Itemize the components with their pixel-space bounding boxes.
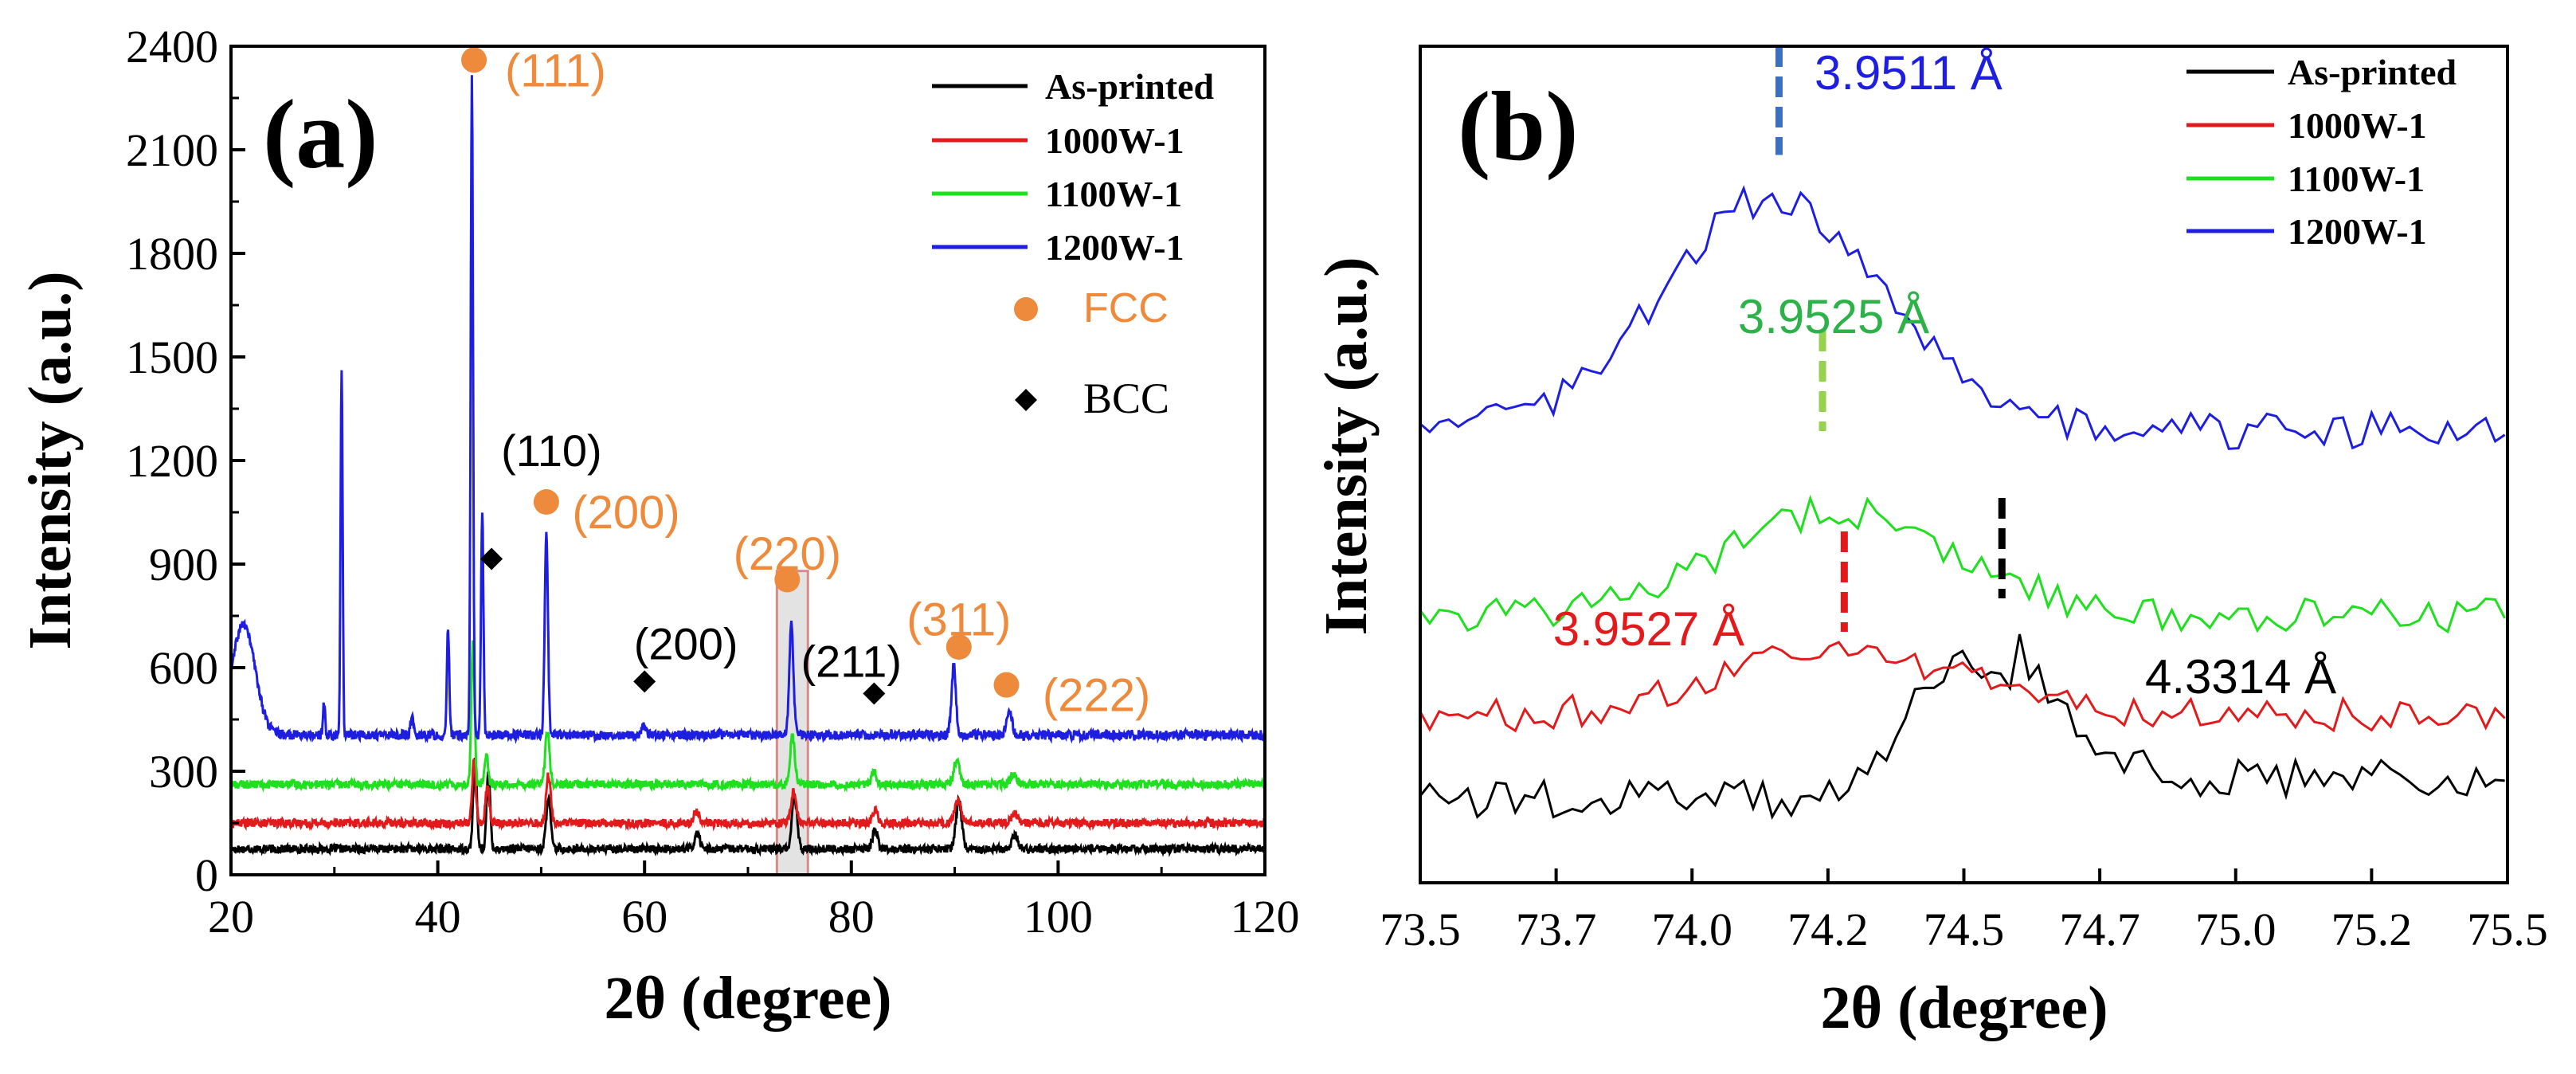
x-tick-label-a: 120 (1231, 891, 1300, 943)
series-line-a-1000w-1 (229, 758, 1266, 832)
fcc-legend-label: FCC (1083, 285, 1169, 331)
fcc-peak-marker (993, 672, 1020, 698)
x-tick-label-a: 80 (828, 891, 875, 943)
panel-b-chart: 3.9511 Å3.9525 Å3.9527 Å4.3314 Å 73.5 73.… (1313, 45, 2548, 1041)
fcc-peak-label: (200) (572, 487, 679, 539)
x-tick-label-b: 74.7 (2059, 903, 2140, 955)
fcc-peak-label: (111) (505, 45, 606, 96)
legend-label-1200w: 1200W-1 (1045, 227, 1184, 268)
panel-a-axis-ticks: 20 40 60 80 100 12003006009001200150018002100… (126, 21, 1300, 943)
series-line-b-1100w-1 (1419, 494, 2506, 634)
legend-label-1000w: 1000W-1 (1045, 120, 1184, 161)
x-tick-label-b: 75.0 (2195, 903, 2277, 955)
x-tick-label-a: 20 (208, 891, 254, 943)
fcc-peak-marker (774, 566, 801, 593)
y-tick-label-a: 1800 (126, 228, 218, 280)
panel-a-label: (a) (263, 80, 378, 189)
x-tick-label-a: 60 (621, 891, 667, 943)
bcc-peak-label: (211) (801, 636, 902, 686)
series-line-b-1200w-1 (1419, 185, 2506, 450)
x-tick-label-a: 40 (415, 891, 461, 943)
panel-b-label: (b) (1458, 72, 1579, 181)
legend-b-label-1100w: 1100W-1 (2288, 159, 2425, 199)
panel-b-annotation-group: 3.9511 Å 3.9525 Å 3.9527 Å 4.3314 Å (1553, 46, 2336, 704)
series-line-a-1200w-1 (229, 75, 1266, 745)
series-line-b-as-printed (1419, 633, 2505, 820)
panel-a-ylabel: Intensity (a.u.) (17, 271, 84, 649)
bcc-peak-label: (200) (634, 619, 738, 669)
lattice-parameter-label: 3.9525 Å (1738, 290, 1929, 343)
panel-a-legend: As-printed 1000W-1 1100W-1 1200W-1 FCC B… (932, 66, 1215, 422)
bcc-peak-marker (863, 682, 886, 705)
x-tick-label-b: 73.7 (1516, 903, 1597, 955)
fcc-peak-marker (533, 489, 559, 515)
lattice-parameter-label: 3.9527 Å (1553, 602, 1744, 656)
bcc-peak-label: (110) (501, 425, 602, 476)
x-tick-label-b: 75.2 (2331, 903, 2413, 955)
fcc-peak-label: (311) (906, 594, 1011, 645)
bcc-legend-marker (1015, 389, 1037, 411)
legend-b-label-1200w: 1200W-1 (2288, 211, 2427, 252)
panel-a-frame (229, 45, 1266, 876)
panel-b-xlabel: 2θ (degree) (1820, 974, 2108, 1041)
fcc-peak-marker (945, 634, 972, 660)
bcc-peak-marker (480, 547, 503, 570)
y-tick-label-a: 600 (149, 642, 218, 694)
series-line-b-1000w-1 (1419, 641, 2506, 733)
x-tick-label-b: 73.5 (1380, 903, 1461, 955)
fcc-peak-marker (461, 47, 487, 73)
panel-a-annotation-group: (111) (200) (220) (311) (222) (110) (200) (211) (461, 45, 1150, 722)
legend-b-label-as-printed: As-printed (2288, 52, 2457, 92)
panel-a-highlight-region (775, 570, 809, 876)
panel-a-series-group (229, 75, 1266, 858)
bcc-legend-label: BCC (1083, 374, 1169, 422)
legend-label-1100w: 1100W-1 (1045, 174, 1182, 214)
series-line-a-1100w-1 (229, 640, 1266, 794)
y-tick-label-a: 0 (195, 849, 218, 901)
x-tick-label-b: 74.5 (1924, 903, 2005, 955)
lattice-parameter-label: 3.9511 Å (1815, 46, 2002, 100)
fcc-peak-label: (222) (1043, 670, 1150, 722)
panel-a-xlabel: 2θ (degree) (604, 965, 891, 1032)
panel-b-legend: As-printed 1000W-1 1100W-1 1200W-1 (2186, 52, 2457, 252)
panel-b-axis-ticks: 73.5 73.7 74.0 74.2 74.5 74.7 75.0 75.2 75.5 (1380, 868, 2548, 955)
series-line-a-as-printed (229, 757, 1266, 858)
x-tick-label-a: 100 (1024, 891, 1093, 943)
fcc-legend-marker (1014, 297, 1038, 321)
y-tick-label-a: 2100 (126, 124, 218, 176)
fcc-peak-label: (220) (734, 528, 841, 580)
y-tick-label-a: 1200 (126, 435, 218, 487)
x-tick-label-b: 75.5 (2467, 903, 2548, 955)
bcc-peak-marker (633, 670, 656, 693)
y-tick-label-a: 900 (149, 539, 218, 590)
panel-b-series-group (1419, 185, 2506, 820)
panel-b-ylabel: Intensity (a.u.) (1313, 257, 1380, 635)
lattice-parameter-label: 4.3314 Å (2145, 650, 2336, 704)
y-tick-label-a: 2400 (126, 21, 218, 73)
panel-a-chart: (111) (200) (220) (311) (222) (110) (200) (211)… (17, 21, 1300, 1032)
x-tick-label-b: 74.0 (1652, 903, 1733, 955)
legend-label-as-printed: As-printed (1045, 66, 1215, 107)
legend-b-label-1000w: 1000W-1 (2288, 105, 2427, 146)
y-tick-label-a: 1500 (126, 331, 218, 383)
x-tick-label-b: 74.2 (1787, 903, 1869, 955)
y-tick-label-a: 300 (149, 746, 218, 798)
